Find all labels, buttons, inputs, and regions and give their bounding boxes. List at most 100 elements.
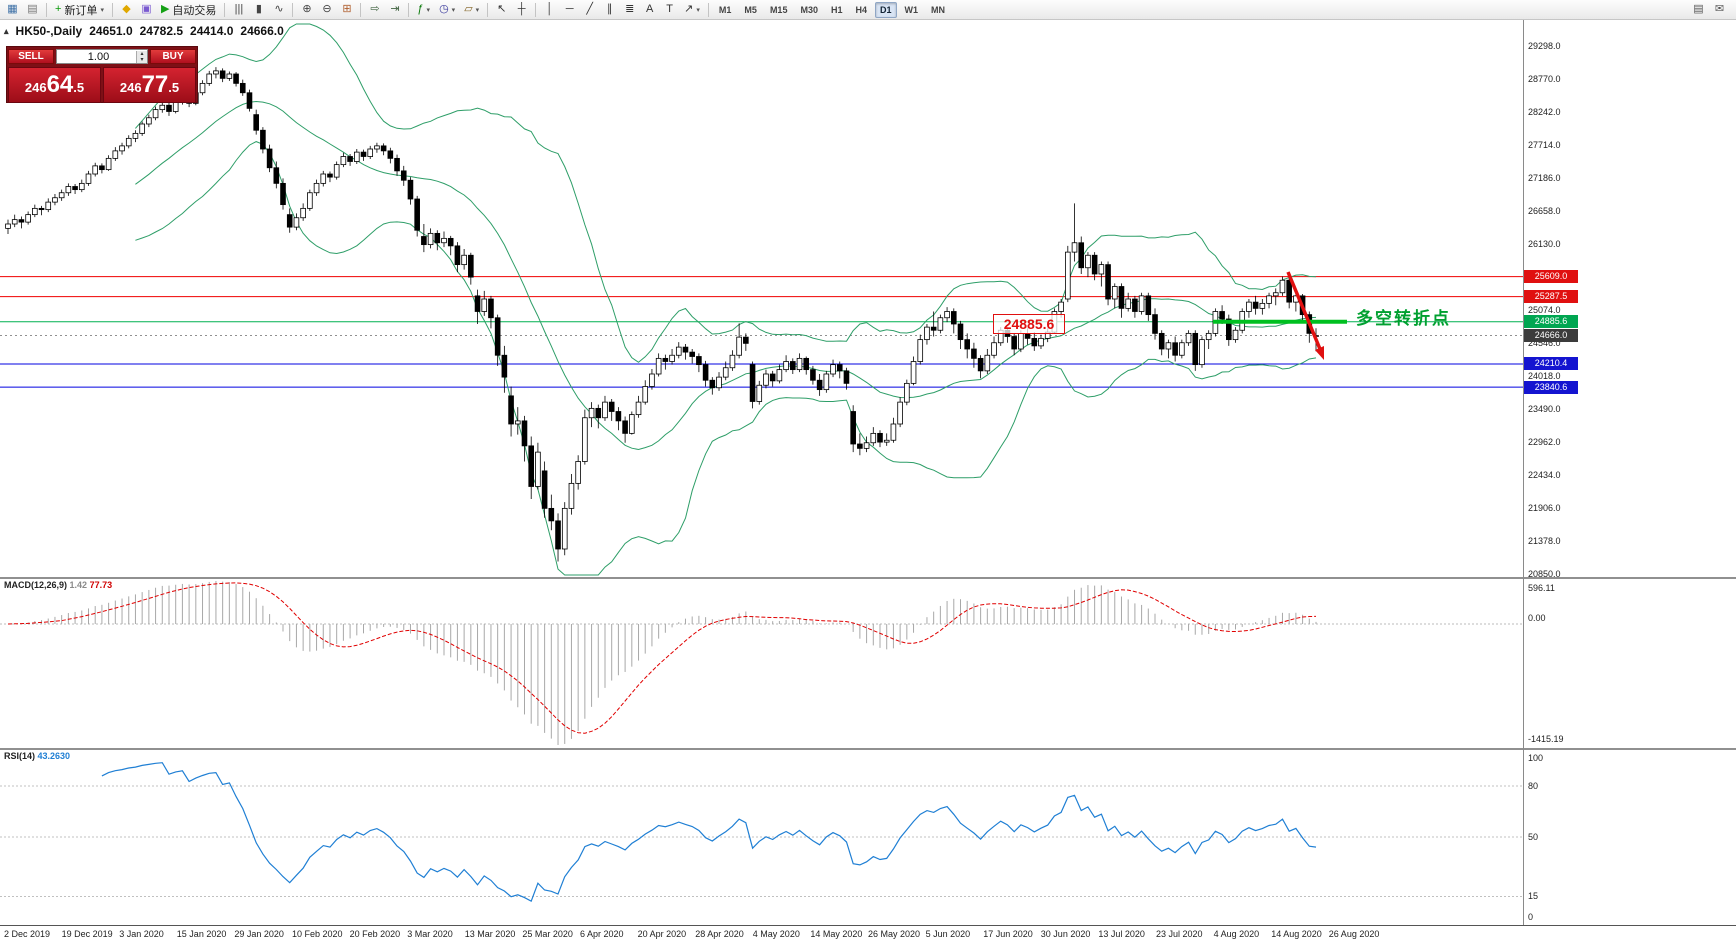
arrows-button[interactable]: ↗ ▾ — [680, 1, 704, 18]
pane-splitter-rsi[interactable] — [0, 748, 1736, 750]
line-chart-button[interactable]: ∿ — [269, 1, 288, 18]
cursor-button[interactable]: ↖ — [492, 1, 511, 18]
date-axis-label: 30 Jun 2020 — [1040, 929, 1091, 939]
new-chart-button[interactable]: ▦ — [3, 1, 22, 18]
timeframe-d1-button[interactable]: D1 — [875, 1, 897, 18]
timeframe-m5-button[interactable]: M5 — [744, 4, 757, 15]
buy-price-display[interactable]: 246 77.5 — [103, 67, 196, 103]
price-tag-green: 24885.6 — [1524, 315, 1578, 329]
price-tag-blue: 24210.4 — [1524, 357, 1578, 371]
sell-button[interactable]: SELL — [8, 49, 54, 64]
macd-label: MACD(12,26,9) 1.42 77.73 — [4, 580, 112, 590]
autotrading-button[interactable]: ▶ 自动交易 — [157, 1, 220, 18]
metaeditor-button[interactable]: ◆ — [117, 1, 136, 18]
spinner-down-icon[interactable]: ▾ — [140, 56, 144, 63]
volume-value: 1.00 — [87, 50, 110, 63]
buy-price-fraction: .5 — [168, 80, 180, 95]
profiles-button[interactable]: ▤ — [23, 1, 42, 18]
timeframe-m15-button[interactable]: M15 — [769, 4, 788, 15]
auto-scroll-button[interactable]: ⇨ — [365, 1, 384, 18]
tile-windows-button[interactable]: ⊞ — [337, 1, 356, 18]
toolbar-separator — [535, 2, 537, 17]
price-axis-label: 22962.0 — [1528, 437, 1561, 447]
terminal-button[interactable]: ▣ — [137, 1, 156, 18]
date-axis-label: 26 Aug 2020 — [1328, 929, 1380, 939]
turning-point-label: 多空转折点 — [1356, 309, 1451, 328]
rsi-name: RSI(14) — [4, 751, 36, 761]
volume-input[interactable]: 1.00 ▴ ▾ — [56, 49, 148, 64]
candlestick-chart-button[interactable]: ▮ — [249, 1, 268, 18]
zoom-out-icon: ⊖ — [322, 3, 332, 15]
volume-spinner[interactable]: ▴ ▾ — [136, 50, 147, 63]
horizontal-line-icon: ─ — [565, 3, 574, 15]
horizontal-line-button[interactable]: ─ — [560, 1, 579, 18]
price-tag-red: 25609.0 — [1524, 270, 1578, 284]
timeframe-m1-button[interactable]: M1 — [718, 4, 732, 15]
date-axis-label: 20 Feb 2020 — [349, 929, 401, 939]
vertical-line-button[interactable]: │ — [540, 1, 559, 18]
price-axis-line — [1523, 20, 1524, 925]
price-axis-label: 22434.0 — [1528, 470, 1561, 480]
toolbar-separator — [111, 2, 113, 17]
chart-shift-button[interactable]: ⇥ — [385, 1, 404, 18]
autotrading-icon: ▶ — [160, 3, 170, 15]
new-order-button[interactable]: + 新订单 ▾ — [51, 1, 108, 18]
buy-price-big: 77 — [141, 71, 169, 98]
line-chart-icon: ∿ — [274, 3, 284, 15]
macd-axis-label: 596.11 — [1528, 583, 1555, 593]
price-axis-label: 20850.0 — [1528, 569, 1561, 579]
auto-scroll-icon: ⇨ — [370, 3, 380, 15]
timeframe-mn-button[interactable]: MN — [931, 4, 946, 15]
zoom-in-button[interactable]: ⊕ — [297, 1, 316, 18]
indicators-button[interactable]: ƒ ▾ — [413, 1, 434, 18]
timeframe-m30-button[interactable]: M30 — [800, 4, 818, 15]
bar-chart-button[interactable]: ||| — [229, 1, 248, 18]
oct-collapse-icon[interactable]: ▴ — [4, 25, 9, 36]
symbol-info: ▴ HK50-,Daily 24651.0 24782.5 24414.0 24… — [4, 24, 284, 38]
autotrading-button-label: 自动交易 — [172, 4, 217, 17]
date-axis-label: 23 Jul 2020 — [1156, 929, 1203, 939]
label-button[interactable]: T — [660, 1, 679, 18]
time-axis-line — [0, 925, 1736, 926]
date-axis-label: 2 Dec 2019 — [4, 929, 51, 939]
label-icon: T — [666, 3, 674, 15]
timeframe-h4-button[interactable]: H4 — [855, 4, 867, 15]
crosshair-button[interactable]: ┼ — [512, 1, 531, 18]
buy-button[interactable]: BUY — [150, 49, 196, 64]
date-axis-label: 14 May 2020 — [810, 929, 863, 939]
new-order-button-label: 新订单 — [64, 4, 98, 17]
zoom-out-button[interactable]: ⊖ — [317, 1, 336, 18]
toolbar-right-group: ▤ ✉ — [1689, 1, 1733, 18]
timeframe-w1-button[interactable]: W1 — [904, 4, 919, 15]
price-axis-label: 25074.0 — [1528, 305, 1561, 315]
toolbar-separator — [707, 2, 709, 17]
profiles-icon: ▤ — [27, 3, 38, 15]
print-button[interactable]: ▤ — [1689, 1, 1708, 18]
pane-splitter-macd[interactable] — [0, 577, 1736, 579]
date-axis-label: 5 Jun 2020 — [925, 929, 971, 939]
macd-axis-label: 0.00 — [1528, 613, 1546, 623]
price-axis-label: 21906.0 — [1528, 503, 1561, 513]
sell-price-display[interactable]: 246 64.5 — [8, 67, 101, 103]
timeframe-h1-button[interactable]: H1 — [830, 4, 843, 15]
rsi-axis-label: 15 — [1528, 891, 1539, 901]
date-axis-label: 17 Jun 2020 — [983, 929, 1033, 939]
price-tag-red: 25287.5 — [1524, 290, 1578, 304]
channel-button[interactable]: ∥ — [600, 1, 619, 18]
date-axis-label: 3 Jan 2020 — [119, 929, 164, 939]
text-button[interactable]: A — [640, 1, 659, 18]
dropdown-caret-icon: ▾ — [696, 6, 700, 14]
spinner-up-icon[interactable]: ▴ — [140, 50, 144, 57]
trendline-button[interactable]: ╱ — [580, 1, 599, 18]
low-value: 24414.0 — [190, 24, 234, 38]
fibonacci-button[interactable]: ≣ — [620, 1, 639, 18]
templates-button[interactable]: ▱ ▾ — [460, 1, 483, 18]
community-button[interactable]: ✉ — [1710, 1, 1729, 18]
zoom-in-icon: ⊕ — [302, 3, 312, 15]
dropdown-caret-icon: ▾ — [475, 6, 480, 14]
symbol-period-label: HK50-,Daily — [15, 24, 83, 38]
price-annotation-box[interactable]: 24885.6 — [993, 314, 1065, 334]
periods-button[interactable]: ◷ ▾ — [435, 1, 459, 18]
chart-shift-icon: ⇥ — [390, 3, 400, 15]
